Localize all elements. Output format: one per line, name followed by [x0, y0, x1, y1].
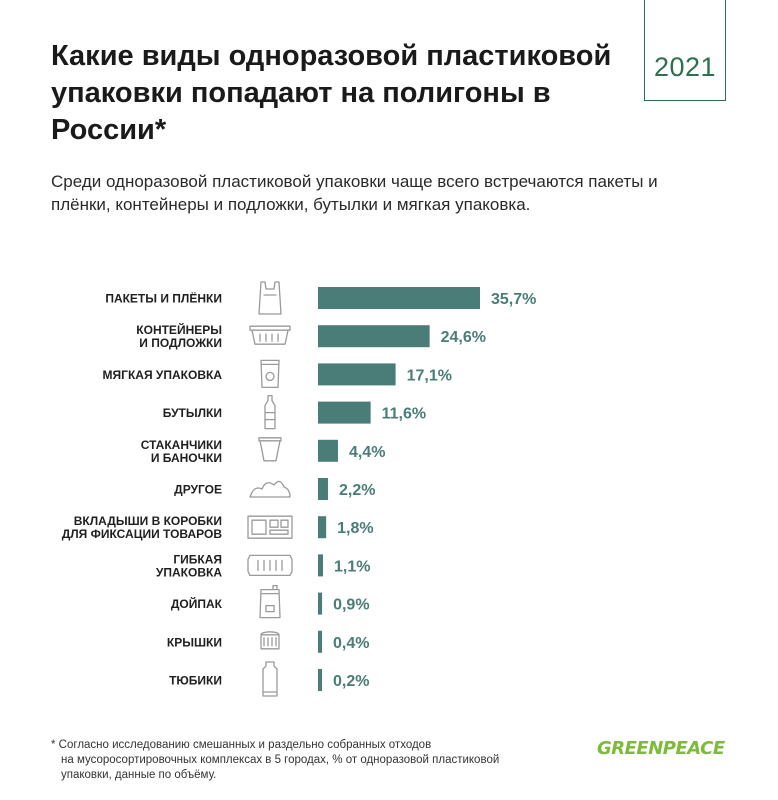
value-label: 2,2% — [339, 482, 375, 499]
category-label: МЯГКАЯ УПАКОВКА — [103, 368, 223, 382]
value-label: 1,1% — [334, 558, 370, 575]
bar — [318, 363, 396, 386]
category-label: УПАКОВКА — [156, 565, 222, 579]
chart-row: ДОЙПАК 0,9% — [171, 584, 370, 619]
chart-row: БУТЫЛКИ 11,6% — [163, 394, 426, 430]
bar — [318, 630, 322, 653]
value-label: 1,8% — [337, 520, 373, 537]
year-label: 2021 — [653, 52, 717, 82]
chart-row: ПАКЕТЫ И ПЛЁНКИ 35,7% — [105, 281, 536, 315]
category-label: КРЫШКИ — [167, 635, 222, 649]
chart-row: КРЫШКИ 0,4% — [167, 630, 369, 653]
page-title: Какие виды одноразовой пластиковой упако… — [51, 40, 612, 146]
value-label: 35,7% — [491, 291, 536, 308]
flexible-pack-icon — [247, 554, 293, 577]
bar — [318, 287, 480, 309]
category-label: ДОЙПАК — [171, 596, 223, 611]
value-label: 4,4% — [349, 444, 385, 461]
chart-row: ДРУГОЕ 2,2% — [174, 478, 375, 500]
year-badge: 2021 — [644, 0, 726, 101]
cup-icon — [258, 437, 282, 462]
category-label: И БАНОЧКИ — [151, 451, 222, 465]
doypack-icon — [259, 584, 281, 619]
category-label: ВКЛАДЫШИ В КОРОБКИ — [74, 514, 222, 528]
value-label: 24,6% — [441, 329, 486, 346]
value-label: 0,4% — [333, 635, 369, 652]
tube-icon — [262, 661, 278, 697]
page-subtitle: Среди одноразовой пластиковой упаковки ч… — [51, 172, 658, 214]
chart-row: ТЮБИКИ 0,2% — [169, 661, 369, 697]
footnote: * Согласно исследованию смешанных и разд… — [51, 738, 501, 783]
footnote-line-2: на мусоросортировочных комплексах в 5 го… — [61, 754, 500, 781]
category-label: И ПОДЛОЖКИ — [139, 336, 222, 350]
bar — [318, 669, 322, 691]
category-label: ДЛЯ ФИКСАЦИИ ТОВАРОВ — [62, 527, 223, 541]
lid-icon — [260, 631, 280, 650]
other-icon — [249, 480, 291, 498]
greenpeace-logo: GREENPEACE — [597, 738, 725, 759]
bar — [318, 401, 371, 424]
footnote-line-1: * Согласно исследованию смешанных и разд… — [51, 739, 432, 751]
bar — [318, 554, 323, 577]
value-label: 0,2% — [333, 673, 369, 690]
container-icon — [249, 325, 291, 345]
category-label: ДРУГОЕ — [174, 483, 222, 497]
category-label: ТЮБИКИ — [169, 674, 222, 688]
value-label: 11,6% — [382, 406, 426, 423]
bar — [318, 592, 323, 615]
value-label: 17,1% — [407, 367, 452, 384]
soft-pack-icon — [260, 359, 280, 389]
chart-row: МЯГКАЯ УПАКОВКА 17,1% — [103, 359, 452, 389]
bar — [318, 325, 430, 348]
category-label: СТАКАНЧИКИ — [141, 438, 222, 452]
category-label: БУТЫЛКИ — [163, 406, 222, 420]
category-label: КОНТЕЙНЕРЫ — [136, 322, 222, 337]
category-label: ГИБКАЯ — [173, 552, 222, 566]
bar — [318, 439, 338, 462]
category-label: ПАКЕТЫ И ПЛЁНКИ — [105, 291, 222, 306]
insert-tray-icon — [247, 515, 293, 539]
bar — [318, 478, 328, 500]
value-label: 0,9% — [333, 597, 369, 614]
bag-icon — [258, 281, 282, 315]
bottle-icon — [264, 394, 276, 430]
bar — [318, 516, 327, 539]
